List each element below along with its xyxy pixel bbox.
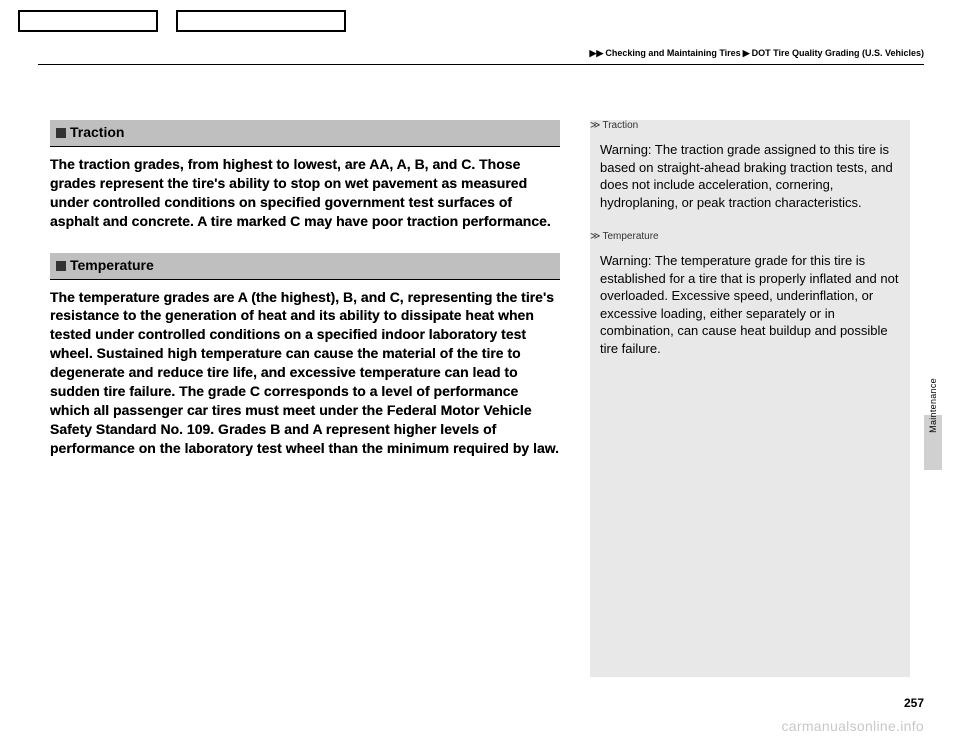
page-number: 257 (904, 696, 924, 710)
divider (38, 64, 924, 65)
section-body: The temperature grades are A (the highes… (50, 288, 560, 458)
side-notes: ≫Traction Warning: The traction grade as… (590, 120, 910, 677)
sidenote-label-text: Traction (602, 120, 638, 131)
sidenote-label-text: Temperature (602, 231, 658, 242)
section-body: The traction grades, from highest to low… (50, 155, 560, 231)
square-bullet-icon (56, 128, 66, 138)
chevron-icon: ▶▶ (589, 48, 603, 58)
section-title: Temperature (70, 257, 154, 273)
redaction-box (176, 10, 346, 32)
redaction-box (18, 10, 158, 32)
sidenote-label: ≫Temperature (590, 231, 910, 242)
breadcrumb-part: Checking and Maintaining Tires (605, 48, 740, 58)
chevron-icon: ▶ (743, 48, 750, 58)
section-header-temperature: Temperature (50, 253, 560, 280)
section-title: Traction (70, 124, 124, 140)
sidenote-body: Warning: The traction grade assigned to … (590, 133, 910, 223)
section-header-traction: Traction (50, 120, 560, 147)
main-content: Traction The traction grades, from highe… (50, 120, 560, 480)
square-bullet-icon (56, 261, 66, 271)
sidenote-body: Warning: The temperature grade for this … (590, 244, 910, 369)
watermark: carmanualsonline.info (782, 718, 925, 734)
chapter-tab-label: Maintenance (928, 378, 938, 433)
breadcrumb-part: DOT Tire Quality Grading (U.S. Vehicles) (752, 48, 924, 58)
sidenote-label: ≫Traction (590, 120, 910, 131)
top-redaction-boxes (18, 10, 346, 32)
breadcrumb: ▶▶Checking and Maintaining Tires▶DOT Tir… (587, 48, 924, 59)
marker-icon: ≫ (590, 120, 600, 131)
marker-icon: ≫ (590, 231, 600, 242)
side-notes-bg: ≫Traction Warning: The traction grade as… (590, 120, 910, 677)
